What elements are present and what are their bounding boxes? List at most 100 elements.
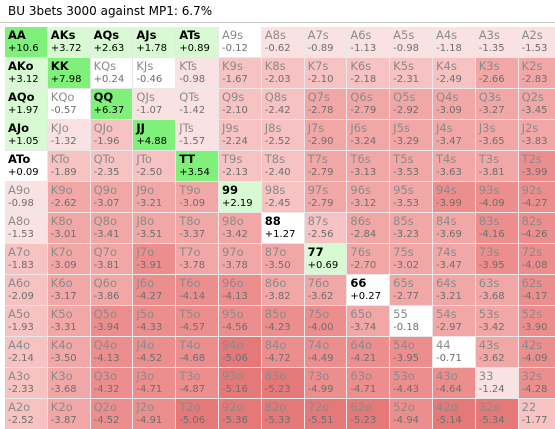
hand-cell-44[interactable]: 44 -0.71	[432, 337, 475, 367]
hand-cell-t8o[interactable]: T8o -3.37	[176, 213, 218, 243]
hand-cell-94s[interactable]: 94s -3.99	[432, 182, 475, 212]
hand-cell-q6s[interactable]: Q6s -2.79	[347, 89, 390, 119]
hand-cell-j8o[interactable]: J8o -3.51	[133, 213, 176, 243]
hand-cell-q9s[interactable]: Q9s -2.10	[218, 89, 261, 119]
hand-cell-j8s[interactable]: J8s -2.52	[261, 120, 304, 150]
hand-cell-74o[interactable]: 74o -4.49	[304, 337, 347, 367]
hand-cell-k7s[interactable]: K7s -2.10	[304, 58, 347, 88]
hand-cell-77[interactable]: 77 +0.69	[304, 244, 347, 274]
hand-cell-j6o[interactable]: J6o -4.27	[133, 275, 176, 305]
hand-cell-q5s[interactable]: Q5s -2.92	[390, 89, 432, 119]
hand-cell-kjs[interactable]: KJs -0.46	[133, 58, 176, 88]
hand-cell-32o[interactable]: 32o -5.34	[475, 399, 518, 429]
hand-cell-k5s[interactable]: K5s -2.31	[390, 58, 432, 88]
hand-cell-66[interactable]: 66 +0.27	[347, 275, 390, 305]
hand-cell-kqs[interactable]: KQs +0.24	[90, 58, 133, 88]
hand-cell-72s[interactable]: 72s -4.08	[518, 244, 555, 274]
hand-cell-jto[interactable]: JTo -2.50	[133, 151, 176, 181]
hand-cell-k3o[interactable]: K3o -3.68	[47, 368, 90, 398]
hand-cell-k4s[interactable]: K4s -2.49	[432, 58, 475, 88]
hand-cell-93s[interactable]: 93s -4.09	[475, 182, 518, 212]
hand-cell-a3o[interactable]: A3o -2.33	[5, 368, 47, 398]
hand-cell-j5o[interactable]: J5o -4.33	[133, 306, 176, 336]
hand-cell-t8s[interactable]: T8s -2.40	[261, 151, 304, 181]
hand-cell-94o[interactable]: 94o -5.06	[218, 337, 261, 367]
hand-cell-75o[interactable]: 75o -4.00	[304, 306, 347, 336]
hand-cell-t5s[interactable]: T5s -3.53	[390, 151, 432, 181]
hand-cell-q5o[interactable]: Q5o -3.94	[90, 306, 133, 336]
hand-cell-55[interactable]: 55 -0.18	[390, 306, 432, 336]
hand-cell-j9o[interactable]: J9o -3.21	[133, 182, 176, 212]
hand-cell-95o[interactable]: 95o -4.56	[218, 306, 261, 336]
hand-cell-22[interactable]: 22 -1.77	[518, 399, 555, 429]
hand-cell-t9s[interactable]: T9s -2.13	[218, 151, 261, 181]
hand-cell-32s[interactable]: 32s -4.28	[518, 368, 555, 398]
hand-cell-54o[interactable]: 54o -3.95	[390, 337, 432, 367]
hand-cell-qts[interactable]: QTs -1.42	[176, 89, 218, 119]
hand-cell-65o[interactable]: 65o -3.74	[347, 306, 390, 336]
hand-cell-k5o[interactable]: K5o -3.31	[47, 306, 90, 336]
hand-cell-52o[interactable]: 52o -4.94	[390, 399, 432, 429]
hand-cell-kts[interactable]: KTs -0.98	[176, 58, 218, 88]
hand-cell-t7o[interactable]: T7o -3.78	[176, 244, 218, 274]
hand-cell-64s[interactable]: 64s -3.21	[432, 275, 475, 305]
hand-cell-87o[interactable]: 87o -3.50	[261, 244, 304, 274]
hand-cell-74s[interactable]: 74s -3.47	[432, 244, 475, 274]
hand-cell-43s[interactable]: 43s -3.62	[475, 337, 518, 367]
hand-cell-t2s[interactable]: T2s -3.99	[518, 151, 555, 181]
hand-cell-j4o[interactable]: J4o -4.52	[133, 337, 176, 367]
hand-cell-k4o[interactable]: K4o -3.50	[47, 337, 90, 367]
hand-cell-t4s[interactable]: T4s -3.63	[432, 151, 475, 181]
hand-cell-92s[interactable]: 92s -4.27	[518, 182, 555, 212]
hand-cell-t6o[interactable]: T6o -4.14	[176, 275, 218, 305]
hand-cell-a3s[interactable]: A3s -1.35	[475, 27, 518, 57]
hand-cell-a5o[interactable]: A5o -1.93	[5, 306, 47, 336]
hand-cell-q2s[interactable]: Q2s -3.45	[518, 89, 555, 119]
hand-cell-62o[interactable]: 62o -5.23	[347, 399, 390, 429]
hand-cell-t3o[interactable]: T3o -4.87	[176, 368, 218, 398]
hand-cell-62s[interactable]: 62s -4.17	[518, 275, 555, 305]
hand-cell-75s[interactable]: 75s -3.02	[390, 244, 432, 274]
hand-cell-q4o[interactable]: Q4o -4.13	[90, 337, 133, 367]
hand-cell-aks[interactable]: AKs +3.72	[47, 27, 90, 57]
hand-cell-43o[interactable]: 43o -4.64	[432, 368, 475, 398]
hand-cell-j4s[interactable]: J4s -3.47	[432, 120, 475, 150]
hand-cell-a2s[interactable]: A2s -1.53	[518, 27, 555, 57]
hand-cell-76o[interactable]: 76o -3.62	[304, 275, 347, 305]
hand-cell-q2o[interactable]: Q2o -4.52	[90, 399, 133, 429]
hand-cell-aqs[interactable]: AQs +2.63	[90, 27, 133, 57]
hand-cell-qjs[interactable]: QJs -1.07	[133, 89, 176, 119]
hand-cell-k7o[interactable]: K7o -3.09	[47, 244, 90, 274]
hand-cell-73o[interactable]: 73o -4.99	[304, 368, 347, 398]
hand-cell-a8s[interactable]: A8s -0.62	[261, 27, 304, 57]
hand-cell-63o[interactable]: 63o -4.71	[347, 368, 390, 398]
hand-cell-tt[interactable]: TT +3.54	[176, 151, 218, 181]
hand-cell-j3s[interactable]: J3s -3.65	[475, 120, 518, 150]
hand-cell-j2o[interactable]: J2o -4.91	[133, 399, 176, 429]
hand-cell-ako[interactable]: AKo +3.12	[5, 58, 47, 88]
hand-cell-j7s[interactable]: J7s -2.90	[304, 120, 347, 150]
hand-cell-a4o[interactable]: A4o -2.14	[5, 337, 47, 367]
hand-cell-84s[interactable]: 84s -3.69	[432, 213, 475, 243]
hand-cell-j5s[interactable]: J5s -3.29	[390, 120, 432, 150]
hand-cell-73s[interactable]: 73s -3.95	[475, 244, 518, 274]
hand-cell-t5o[interactable]: T5o -4.57	[176, 306, 218, 336]
hand-cell-j7o[interactable]: J7o -3.91	[133, 244, 176, 274]
hand-cell-qq[interactable]: QQ +6.37	[90, 89, 133, 119]
hand-cell-t2o[interactable]: T2o -5.06	[176, 399, 218, 429]
hand-cell-65s[interactable]: 65s -2.77	[390, 275, 432, 305]
hand-cell-a9s[interactable]: A9s -0.12	[218, 27, 261, 57]
hand-cell-53s[interactable]: 53s -3.42	[475, 306, 518, 336]
hand-cell-t7s[interactable]: T7s -2.79	[304, 151, 347, 181]
hand-cell-k6s[interactable]: K6s -2.18	[347, 58, 390, 88]
hand-cell-95s[interactable]: 95s -3.53	[390, 182, 432, 212]
hand-cell-96s[interactable]: 96s -3.12	[347, 182, 390, 212]
hand-cell-83s[interactable]: 83s -4.16	[475, 213, 518, 243]
hand-cell-87s[interactable]: 87s -2.56	[304, 213, 347, 243]
hand-cell-kqo[interactable]: KQo -0.57	[47, 89, 90, 119]
hand-cell-j3o[interactable]: J3o -4.71	[133, 368, 176, 398]
hand-cell-a7o[interactable]: A7o -1.83	[5, 244, 47, 274]
hand-cell-q7o[interactable]: Q7o -3.81	[90, 244, 133, 274]
hand-cell-q6o[interactable]: Q6o -3.86	[90, 275, 133, 305]
hand-cell-a6o[interactable]: A6o -2.09	[5, 275, 47, 305]
